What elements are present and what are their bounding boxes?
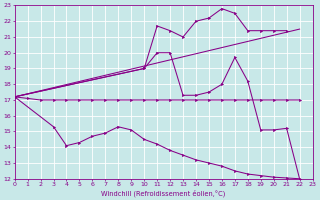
X-axis label: Windchill (Refroidissement éolien,°C): Windchill (Refroidissement éolien,°C) xyxy=(101,189,226,197)
